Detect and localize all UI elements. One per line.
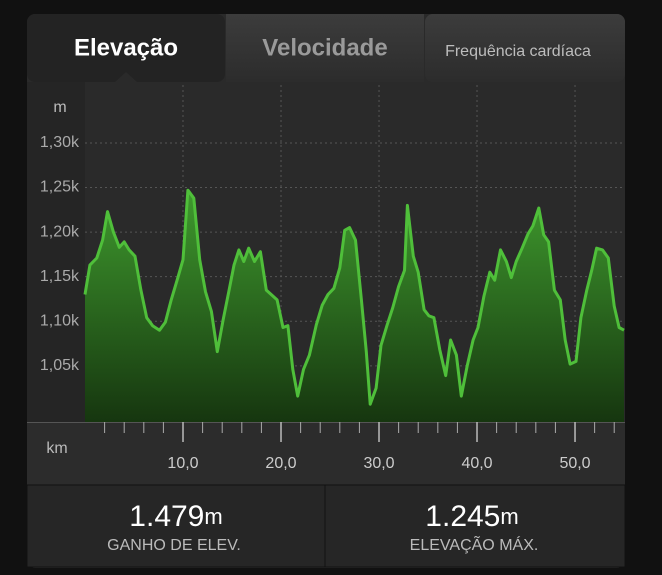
- stat-unit: m: [500, 504, 518, 529]
- x-tick-label: 10,0: [167, 455, 198, 472]
- stat-label: ELEVAÇÃO MÁX.: [410, 534, 539, 554]
- y-tick-label: 1,20k: [40, 223, 80, 240]
- stat-number: 1.245: [425, 500, 500, 533]
- x-tick-label: 50,0: [559, 455, 590, 472]
- x-tick-label: 30,0: [363, 455, 394, 472]
- elevation-line: [83, 188, 625, 406]
- tab-label[interactable]: Velocidade: [262, 34, 387, 61]
- y-tick-label: 1,15k: [40, 268, 80, 285]
- x-tick-label: 20,0: [265, 455, 296, 472]
- tab[interactable]: [226, 14, 424, 82]
- tab-selected[interactable]: [27, 14, 225, 82]
- y-axis-panel: [27, 82, 85, 422]
- y-tick-label: 1,10k: [40, 312, 80, 329]
- x-tick-label: 40,0: [461, 455, 492, 472]
- stat-value: 1.245m: [425, 500, 518, 533]
- x-axis-label: km: [46, 440, 67, 457]
- stat-box: [26, 484, 326, 568]
- stat-number: 1.479: [129, 500, 204, 533]
- y-tick-label: 1,30k: [40, 134, 80, 151]
- tab[interactable]: [425, 14, 625, 82]
- stat-label: GANHO DE ELEV.: [107, 537, 241, 554]
- y-tick-label: 1,25k: [40, 179, 80, 196]
- stat-unit: m: [204, 504, 222, 529]
- stat-box: [324, 484, 626, 568]
- stat-value: 1.479m: [129, 500, 222, 533]
- tab-label[interactable]: Frequência cardíaca: [445, 43, 591, 60]
- x-axis-panel: [27, 422, 625, 485]
- tab-pointer: [115, 72, 137, 82]
- y-axis-label: m: [53, 99, 66, 116]
- y-tick-label: 1,05k: [40, 357, 80, 374]
- elevation-area: [85, 190, 624, 422]
- tab-label[interactable]: Elevação: [74, 34, 178, 61]
